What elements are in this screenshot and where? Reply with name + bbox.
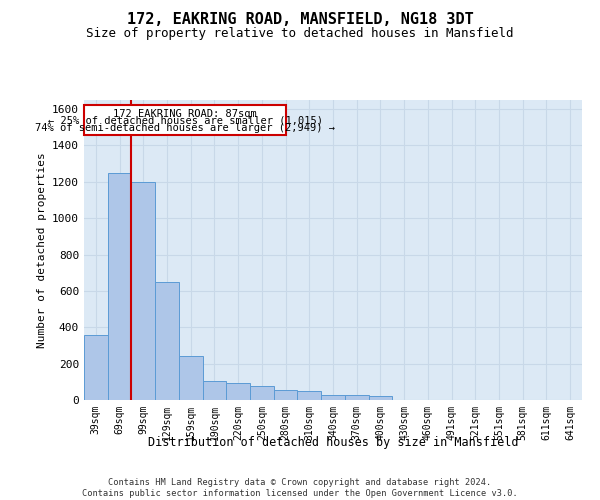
Text: 172, EAKRING ROAD, MANSFIELD, NG18 3DT: 172, EAKRING ROAD, MANSFIELD, NG18 3DT <box>127 12 473 28</box>
Bar <box>298 391 321 400</box>
Bar <box>108 172 131 400</box>
Y-axis label: Number of detached properties: Number of detached properties <box>37 152 47 348</box>
Bar <box>84 334 108 400</box>
Text: 74% of semi-detached houses are larger (2,949) →: 74% of semi-detached houses are larger (… <box>35 123 335 133</box>
Bar <box>226 382 250 400</box>
Bar <box>203 381 226 400</box>
Text: Contains HM Land Registry data © Crown copyright and database right 2024.
Contai: Contains HM Land Registry data © Crown c… <box>82 478 518 498</box>
Bar <box>321 394 345 400</box>
Text: ← 25% of detached houses are smaller (1,015): ← 25% of detached houses are smaller (1,… <box>48 116 323 126</box>
Text: Distribution of detached houses by size in Mansfield: Distribution of detached houses by size … <box>148 436 518 449</box>
Bar <box>179 356 203 400</box>
Bar <box>155 282 179 400</box>
FancyBboxPatch shape <box>85 104 286 136</box>
Bar <box>368 396 392 400</box>
Bar <box>250 386 274 400</box>
Text: Size of property relative to detached houses in Mansfield: Size of property relative to detached ho… <box>86 28 514 40</box>
Bar <box>345 396 368 400</box>
Bar <box>131 182 155 400</box>
Bar <box>274 390 298 400</box>
Text: 172 EAKRING ROAD: 87sqm: 172 EAKRING ROAD: 87sqm <box>113 108 257 118</box>
